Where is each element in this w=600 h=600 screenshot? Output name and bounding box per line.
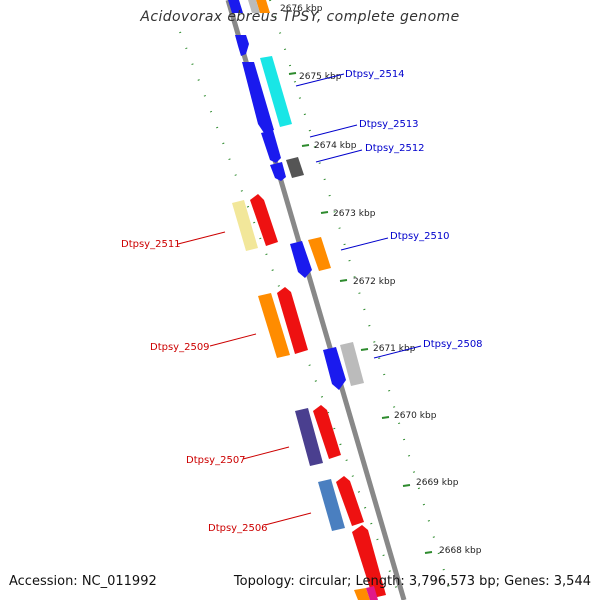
kbp-label-2674: 2674 kbp <box>314 141 357 151</box>
gene-bottom-magenta <box>366 586 378 600</box>
gene-orange-2509 <box>258 293 290 358</box>
forward-gene-labels: Dtpsy_2514 Dtpsy_2513 Dtpsy_2512 Dtpsy_2… <box>295 69 483 359</box>
gene-blue-2508 <box>323 347 346 390</box>
gene-red-bottom <box>352 525 386 598</box>
gene-top-orange <box>256 0 270 13</box>
tick-2670 <box>381 416 390 419</box>
gene-slate-2507 <box>295 408 323 466</box>
gene-blue-2510 <box>290 241 312 278</box>
gene-label-dtpsy-2508[interactable]: Dtpsy_2508 <box>423 339 483 350</box>
gene-label-dtpsy-2513[interactable]: Dtpsy_2513 <box>359 119 419 130</box>
gene-blue-2513 <box>261 130 281 163</box>
gene-bottom-orange <box>354 588 370 600</box>
leader-2510 <box>340 237 389 251</box>
gene-orange-2510 <box>308 237 331 271</box>
leader-2514 <box>295 73 345 87</box>
gene-cyan <box>260 56 292 127</box>
gene-red-2507 <box>313 405 341 459</box>
gene-label-dtpsy-2512[interactable]: Dtpsy_2512 <box>365 143 425 154</box>
genome-summary-text: Topology: circular; Length: 3,796,573 bp… <box>233 574 591 589</box>
gene-blue-small-a <box>235 35 249 56</box>
leader-2507 <box>242 446 290 460</box>
gene-steelblue-2506 <box>318 479 345 531</box>
leader-2511 <box>177 231 226 245</box>
leader-2506 <box>264 512 312 526</box>
gene-label-dtpsy-2514[interactable]: Dtpsy_2514 <box>345 69 405 80</box>
gene-label-dtpsy-2506[interactable]: Dtpsy_2506 <box>208 523 268 534</box>
gene-label-dtpsy-2511[interactable]: Dtpsy_2511 <box>121 239 181 250</box>
gene-darkgray-2512 <box>286 157 304 178</box>
gene-top-gray <box>248 0 260 13</box>
kbp-label-2672: 2672 kbp <box>353 277 396 287</box>
accession-text: Accession: NC_011992 <box>9 574 157 589</box>
tick-2675 <box>288 72 297 75</box>
scale-ticks: 2676 kbp 2675 kbp 2674 kbp 2673 kbp 2672… <box>280 4 482 556</box>
tick-2668 <box>424 551 433 554</box>
tick-2671 <box>360 348 369 351</box>
gene-label-dtpsy-2507[interactable]: Dtpsy_2507 <box>186 455 246 466</box>
kbp-label-2676: 2676 kbp <box>280 4 323 14</box>
kbp-label-2670: 2670 kbp <box>394 411 437 421</box>
gene-label-dtpsy-2510[interactable]: Dtpsy_2510 <box>390 231 450 242</box>
gene-top-blue <box>228 0 243 13</box>
tick-2673 <box>320 211 329 214</box>
gene-red-2506 <box>336 476 364 526</box>
kbp-label-2668: 2668 kbp <box>439 546 482 556</box>
tick-2672 <box>339 279 348 282</box>
leader-2509 <box>209 333 257 347</box>
tick-2674 <box>301 144 310 147</box>
tick-2669 <box>402 484 411 487</box>
kbp-label-2669: 2669 kbp <box>416 478 459 488</box>
gene-paleyellow-2511 <box>232 200 258 251</box>
gene-red-2511 <box>250 194 278 246</box>
gene-blue-long <box>242 62 274 133</box>
kbp-label-2671: 2671 kbp <box>373 344 416 354</box>
genome-title: Acidovorax ebreus TPSY, complete genome <box>140 9 460 25</box>
leader-2512 <box>315 149 363 163</box>
leader-2508 <box>373 345 422 359</box>
gene-blue-2512 <box>270 162 286 181</box>
leader-2513 <box>309 124 358 138</box>
kbp-label-2675: 2675 kbp <box>299 72 342 82</box>
reverse-gene-labels: Dtpsy_2511 Dtpsy_2509 Dtpsy_2507 Dtpsy_2… <box>121 231 312 534</box>
kbp-label-2673: 2673 kbp <box>333 209 376 219</box>
right-outer-ruler <box>269 0 454 600</box>
gene-lightgray-2508 <box>340 342 364 386</box>
gene-label-dtpsy-2509[interactable]: Dtpsy_2509 <box>150 342 210 353</box>
gene-red-2509 <box>277 287 308 354</box>
